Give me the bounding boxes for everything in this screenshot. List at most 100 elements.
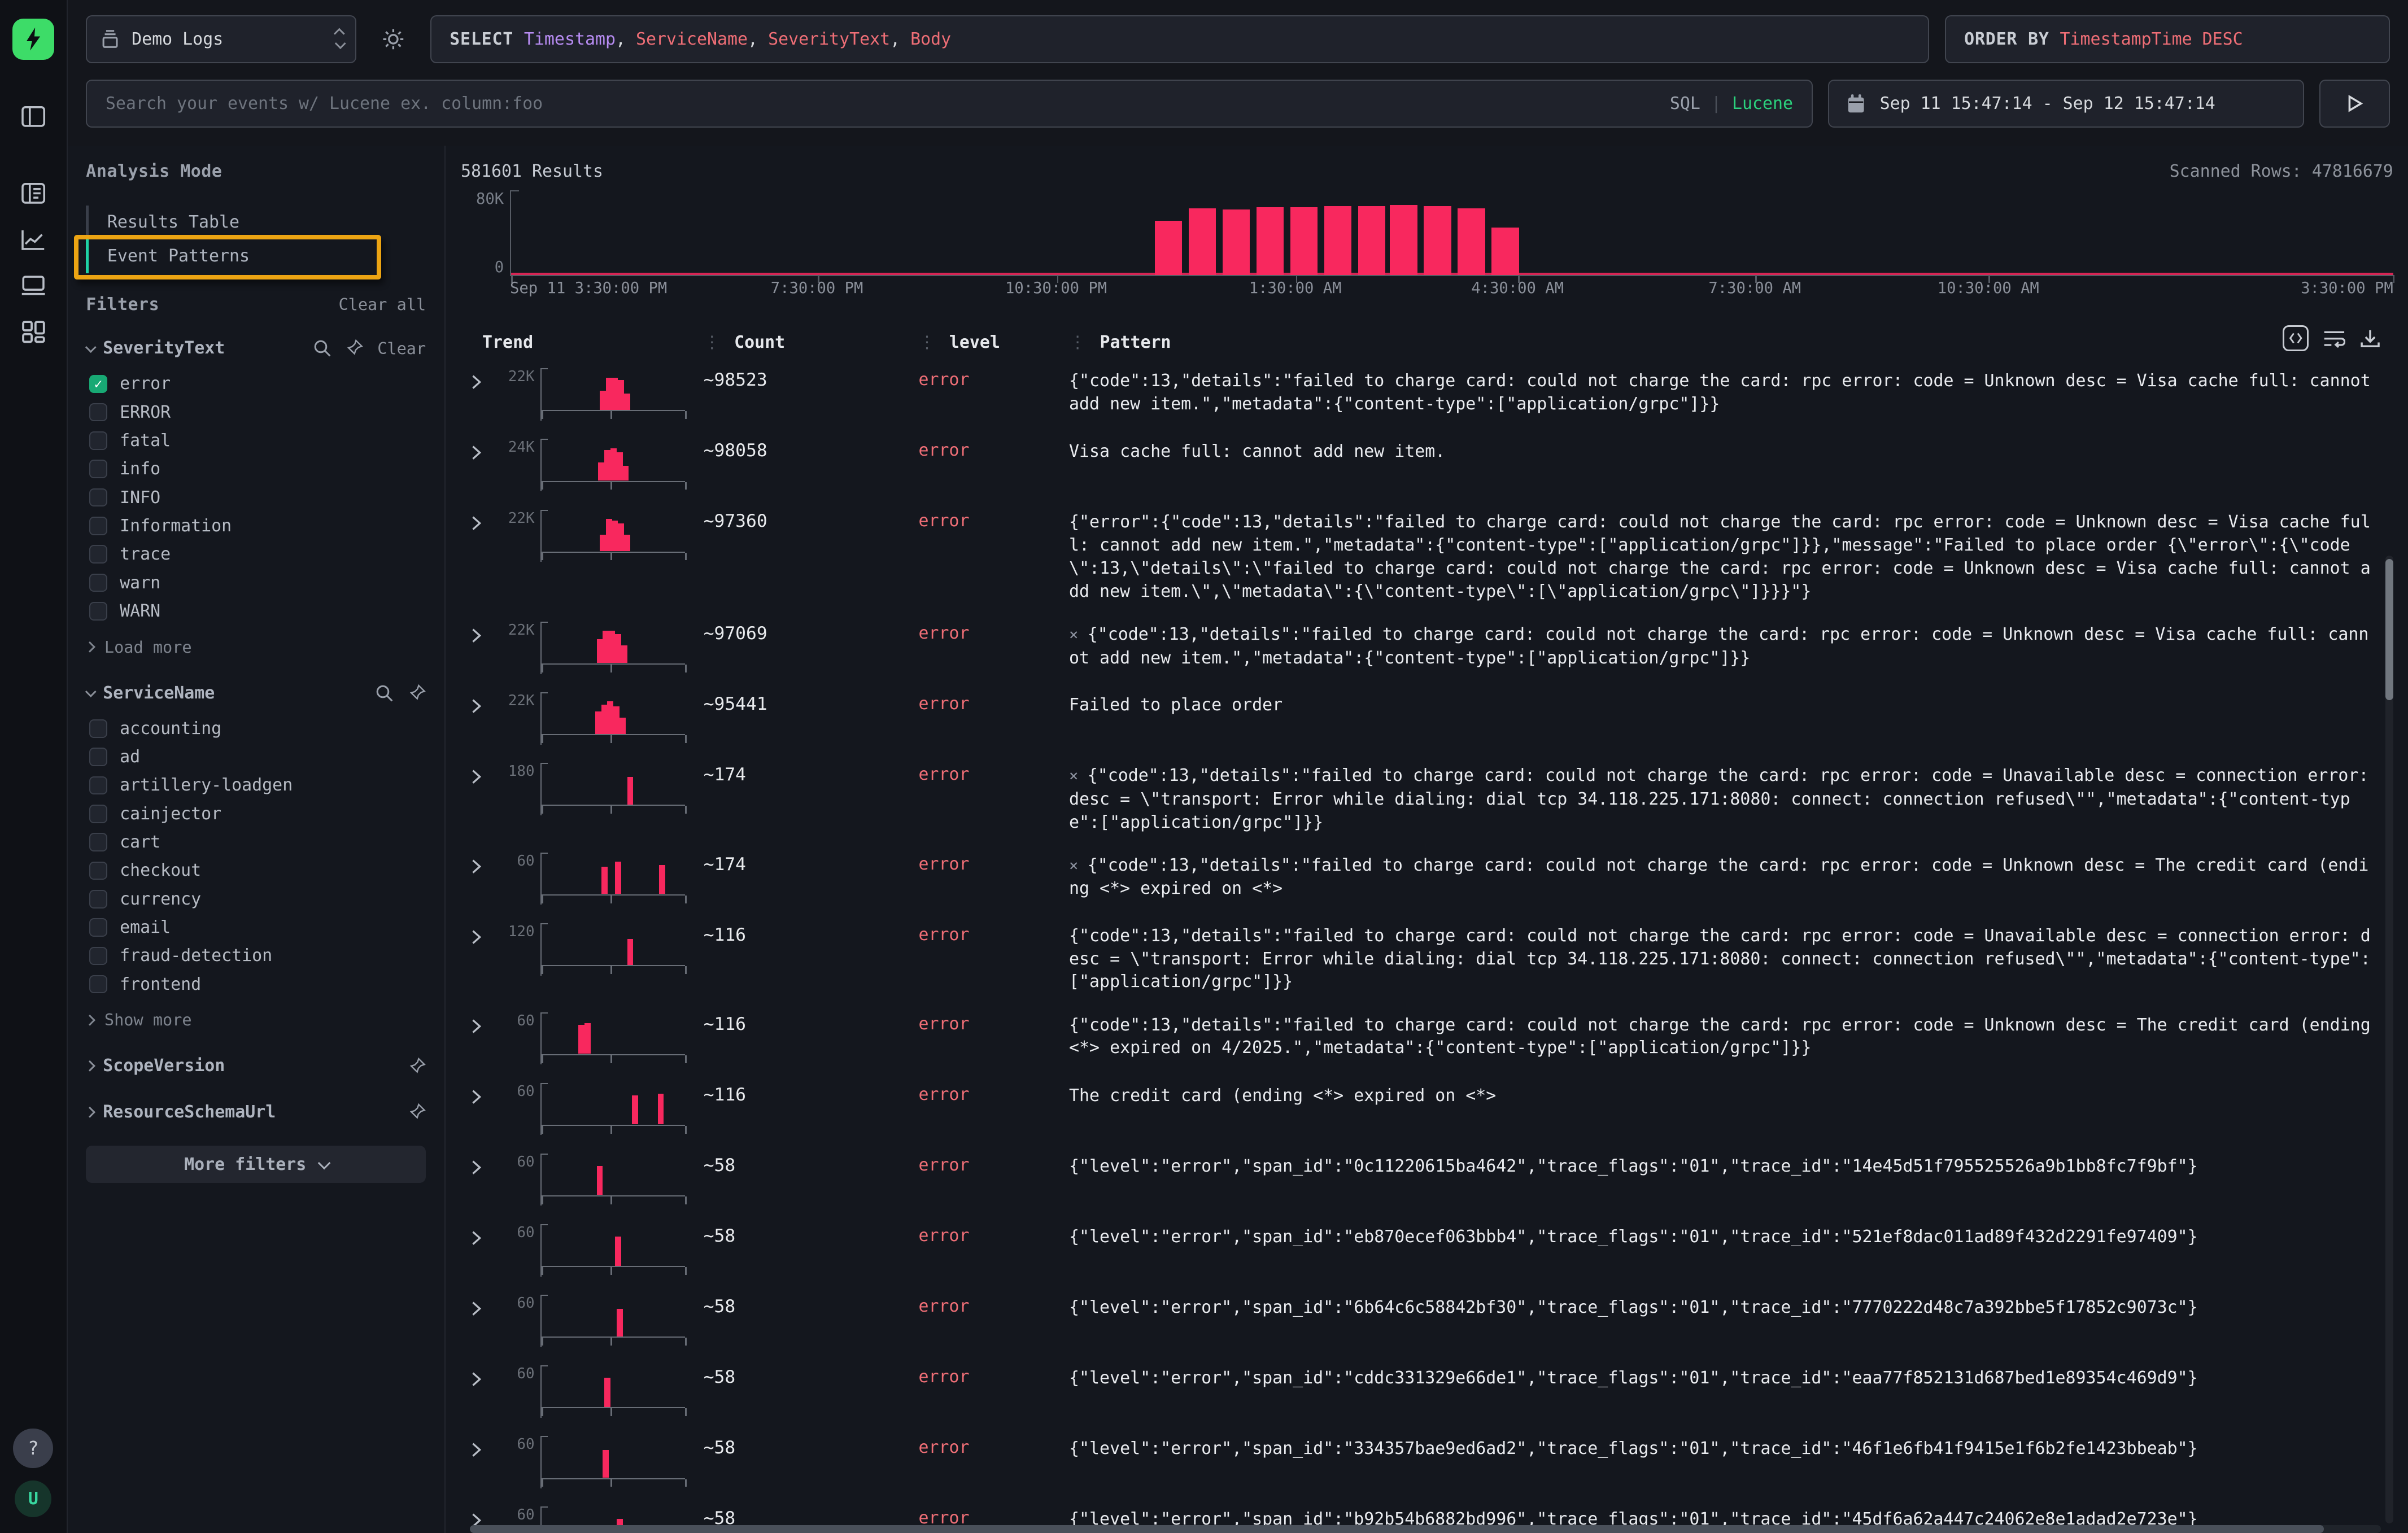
filter-option-ad[interactable]: ad xyxy=(89,743,426,771)
filter-group-header-servicename[interactable]: ServiceName xyxy=(85,675,426,711)
filter-option-accounting[interactable]: accounting xyxy=(89,714,426,743)
app-logo-icon[interactable] xyxy=(12,18,54,60)
filter-group-header-resourceschemaurl[interactable]: ResourceSchemaUrl xyxy=(84,1094,426,1130)
table-row[interactable]: 60 ~58 error {"level":"error","span_id":"0c… xyxy=(458,1145,2393,1215)
filter-option-error[interactable]: ✓ error xyxy=(89,370,426,398)
checkbox-unchecked[interactable] xyxy=(89,748,108,766)
expand-row-icon[interactable] xyxy=(467,510,498,531)
mode-event-patterns[interactable]: Event Patterns xyxy=(86,239,426,273)
expand-row-icon[interactable] xyxy=(467,368,498,390)
checkbox-unchecked[interactable] xyxy=(89,431,108,450)
view-source-icon[interactable] xyxy=(2282,325,2309,352)
checkbox-unchecked[interactable] xyxy=(89,833,108,851)
checkbox-unchecked[interactable] xyxy=(89,776,108,795)
filter-option-frontend[interactable]: frontend xyxy=(89,970,426,998)
column-drag-icon[interactable]: ⋮ xyxy=(1069,332,1086,352)
sessions-icon[interactable] xyxy=(12,266,55,306)
wrap-text-icon[interactable] xyxy=(2323,329,2346,348)
clear-filter-link[interactable]: Clear xyxy=(377,338,426,358)
table-row[interactable]: 22K ~98523 error {"code":13,"details":"fail… xyxy=(458,359,2393,430)
table-row[interactable]: 60 ~58 error {"level":"error","span_id":"33… xyxy=(458,1427,2393,1497)
expand-row-icon[interactable] xyxy=(467,1154,498,1175)
filter-option-warn[interactable]: warn xyxy=(89,569,426,597)
collapse-sidebar-icon[interactable] xyxy=(12,97,55,137)
expand-row-icon[interactable] xyxy=(467,1506,498,1528)
checkbox-unchecked[interactable] xyxy=(89,403,108,422)
dashboards-icon[interactable] xyxy=(12,312,55,352)
expand-row-icon[interactable] xyxy=(467,853,498,874)
exclude-pattern-icon[interactable]: × xyxy=(1069,857,1079,875)
source-select[interactable]: Demo Logs xyxy=(86,15,357,63)
chart-explorer-icon[interactable] xyxy=(12,220,55,260)
load-more-link[interactable]: Load more xyxy=(84,631,426,662)
checkbox-unchecked[interactable] xyxy=(89,545,108,564)
filter-option-fatal[interactable]: fatal xyxy=(89,426,426,455)
filter-option-fraud-detection[interactable]: fraud-detection xyxy=(89,942,426,970)
user-avatar[interactable]: U xyxy=(15,1480,52,1518)
table-row[interactable]: 22K ~97360 error {"error":{"code":13,"detai… xyxy=(458,500,2393,613)
table-row[interactable]: 24K ~98058 error Visa cache full: cannot ad… xyxy=(458,430,2393,500)
more-filters-button[interactable]: More filters xyxy=(86,1146,426,1183)
filter-option-info[interactable]: info xyxy=(89,455,426,483)
load-more-link[interactable]: Show more xyxy=(84,1004,426,1035)
filter-option-email[interactable]: email xyxy=(89,913,426,941)
expand-row-icon[interactable] xyxy=(467,1295,498,1316)
table-row[interactable]: 60 ~116 error The credit card (ending <*> e… xyxy=(458,1074,2393,1145)
filter-option-information[interactable]: Information xyxy=(89,512,426,540)
column-drag-icon[interactable]: ⋮ xyxy=(703,332,721,352)
checkbox-unchecked[interactable] xyxy=(89,804,108,823)
checkbox-unchecked[interactable] xyxy=(89,602,108,621)
expand-row-icon[interactable] xyxy=(467,763,498,784)
col-header-count[interactable]: ⋮ Count xyxy=(703,332,786,352)
filter-option-error[interactable]: ERROR xyxy=(89,398,426,426)
horizontal-scrollbar-thumb[interactable] xyxy=(470,1525,2324,1533)
table-row[interactable]: 180 ~174 error × {"code":13,"details":"faile… xyxy=(458,754,2393,844)
mode-results-table[interactable]: Results Table xyxy=(86,206,426,239)
table-row[interactable]: 60 ~58 error {"level":"error","span_id":"6b… xyxy=(458,1286,2393,1356)
table-row[interactable]: 60 ~58 error {"level":"error","span_id":"eb… xyxy=(458,1215,2393,1286)
checkbox-unchecked[interactable] xyxy=(89,573,108,592)
checkbox-unchecked[interactable] xyxy=(89,918,108,937)
checkbox-unchecked[interactable] xyxy=(89,861,108,880)
search-input[interactable] xyxy=(105,94,1658,114)
table-row[interactable]: 22K ~97069 error × {"code":13,"details":"fai… xyxy=(458,613,2393,683)
filter-option-cart[interactable]: cart xyxy=(89,828,426,856)
expand-row-icon[interactable] xyxy=(467,692,498,714)
clear-all-filters-link[interactable]: Clear all xyxy=(338,295,426,315)
table-row[interactable]: 60 ~58 error {"level":"error","span_id":"cd… xyxy=(458,1356,2393,1427)
checkbox-unchecked[interactable] xyxy=(89,975,108,994)
checkbox-checked[interactable]: ✓ xyxy=(89,374,108,394)
select-clause-editor[interactable]: SELECT Timestamp, ServiceName, SeverityT… xyxy=(430,15,1930,63)
filter-option-checkout[interactable]: checkout xyxy=(89,857,426,885)
table-row[interactable]: 60 ~116 error {"code":13,"details":"failed … xyxy=(458,1003,2393,1073)
filter-option-currency[interactable]: currency xyxy=(89,885,426,913)
checkbox-unchecked[interactable] xyxy=(89,488,108,507)
expand-row-icon[interactable] xyxy=(467,1224,498,1246)
search-icon[interactable] xyxy=(313,339,331,357)
filter-option-artillery-loadgen[interactable]: artillery-loadgen xyxy=(89,771,426,800)
checkbox-unchecked[interactable] xyxy=(89,946,108,966)
table-row[interactable]: 120 ~116 error {"code":13,"details":"failed… xyxy=(458,914,2393,1003)
run-query-button[interactable] xyxy=(2319,80,2390,128)
expand-row-icon[interactable] xyxy=(467,1365,498,1387)
col-header-pattern[interactable]: ⋮ Pattern xyxy=(1069,332,1171,352)
pin-icon[interactable] xyxy=(408,1057,426,1076)
expand-row-icon[interactable] xyxy=(467,1436,498,1457)
help-button[interactable]: ? xyxy=(13,1428,54,1469)
sql-mode-toggle[interactable]: SQL xyxy=(1669,94,1700,114)
pin-icon[interactable] xyxy=(408,684,426,702)
filter-option-warn[interactable]: WARN xyxy=(89,597,426,625)
vertical-scrollbar-track[interactable] xyxy=(2385,556,2393,1524)
checkbox-unchecked[interactable] xyxy=(89,517,108,535)
pin-icon[interactable] xyxy=(345,339,364,357)
filter-option-cainjector[interactable]: cainjector xyxy=(89,800,426,828)
pin-icon[interactable] xyxy=(408,1103,426,1121)
table-row[interactable]: 22K ~95441 error Failed to place order xyxy=(458,683,2393,754)
column-drag-icon[interactable]: ⋮ xyxy=(918,332,936,352)
filter-option-info[interactable]: INFO xyxy=(89,483,426,512)
expand-row-icon[interactable] xyxy=(467,1083,498,1104)
expand-row-icon[interactable] xyxy=(467,439,498,460)
table-row[interactable]: 60 ~174 error × {"code":13,"details":"failed… xyxy=(458,844,2393,914)
time-range-picker[interactable]: Sep 11 15:47:14 - Sep 12 15:47:14 xyxy=(1827,80,2305,128)
search-logs-icon[interactable] xyxy=(12,173,55,213)
